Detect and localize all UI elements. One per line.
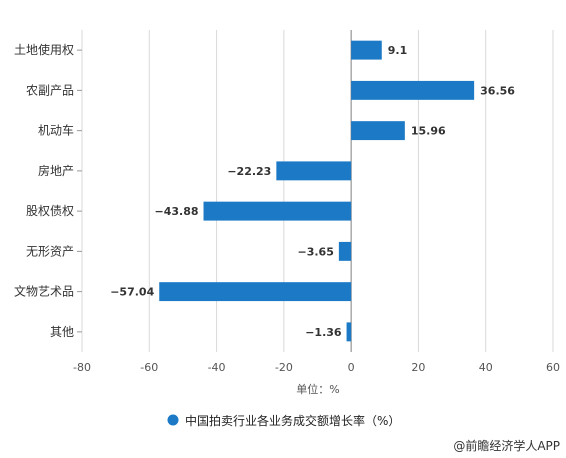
legend-label: 中国拍卖行业各业务成交额增长率（%） [185, 413, 400, 428]
x-tick-label: -20 [275, 361, 293, 374]
data-label: 36.56 [480, 84, 515, 97]
x-tick-label: 40 [479, 361, 493, 374]
legend-marker [167, 414, 179, 426]
source-credit: @前瞻经济学人APP [453, 438, 560, 453]
data-label: 9.1 [388, 44, 408, 57]
bar [346, 322, 352, 342]
data-label: −43.88 [155, 205, 199, 218]
x-tick-label: 0 [348, 361, 355, 374]
bar [276, 161, 352, 181]
data-label: 15.96 [411, 125, 446, 138]
x-tick-label: 20 [411, 361, 425, 374]
x-axis-label: 单位：% [296, 382, 339, 396]
bar [351, 80, 475, 100]
legend: 中国拍卖行业各业务成交额增长率（%） [167, 413, 400, 428]
gridlines [81, 30, 554, 352]
data-label: −22.23 [227, 165, 271, 178]
category-label: 机动车 [38, 123, 74, 138]
x-tick-labels: -80 -60 -40 -20 0 20 40 60 [73, 361, 560, 374]
category-label: 土地使用权 [14, 42, 74, 57]
bar [338, 241, 352, 261]
x-tick-label: 60 [546, 361, 560, 374]
x-tick-label: -60 [140, 361, 158, 374]
data-label: −57.04 [110, 286, 154, 299]
data-label: −1.36 [305, 326, 342, 339]
bar [351, 40, 382, 60]
category-label: 股权债权 [26, 204, 74, 218]
bar [351, 121, 405, 141]
category-label: 无形资产 [26, 244, 74, 258]
x-tick-label: -40 [208, 361, 226, 374]
category-label: 其他 [50, 325, 74, 339]
bars [159, 40, 475, 342]
x-tick-label: -80 [73, 361, 91, 374]
category-label: 文物艺术品 [14, 284, 74, 299]
category-label: 农副产品 [26, 83, 74, 97]
bar [159, 282, 352, 302]
data-label: −3.65 [298, 245, 334, 258]
data-labels: 9.1 36.56 15.96 −22.23 −43.88 −3.65 −57.04 −1.3… [110, 44, 515, 339]
bar [203, 201, 352, 221]
category-label: 房地产 [38, 163, 74, 178]
